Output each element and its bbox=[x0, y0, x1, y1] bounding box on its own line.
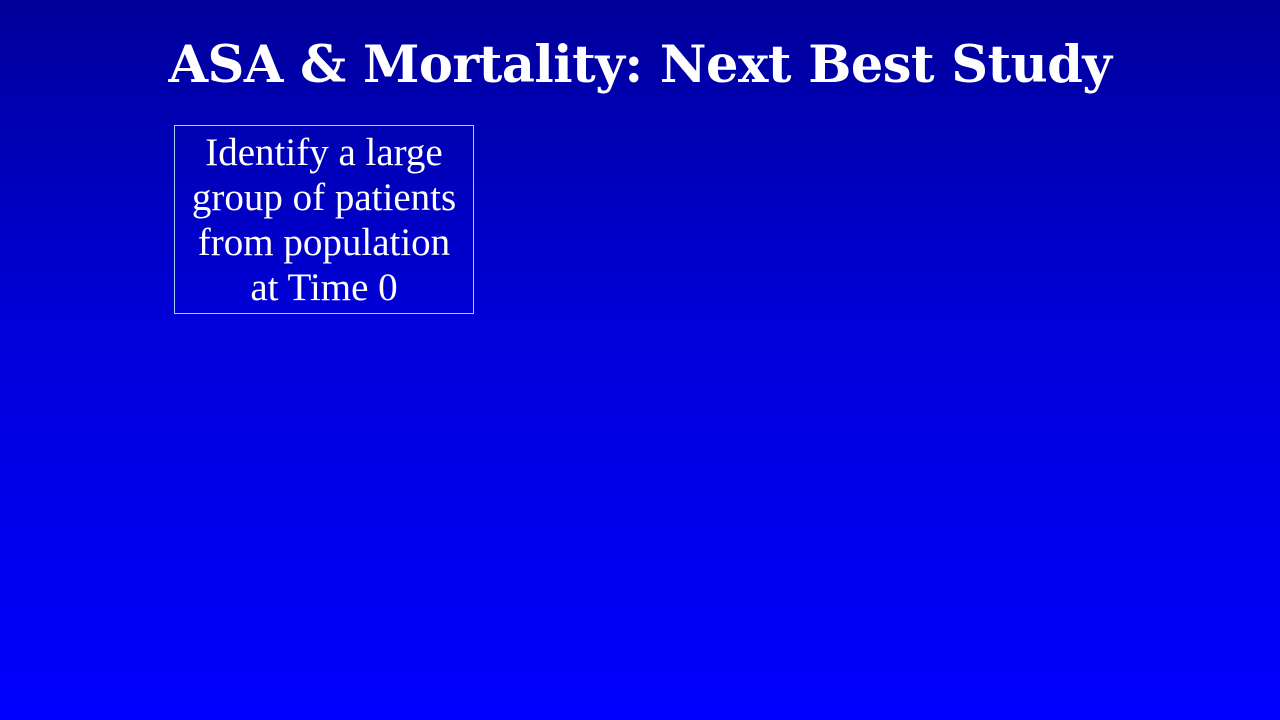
step-box-line: at Time 0 bbox=[250, 265, 398, 309]
slide-title: ASA & Mortality: Next Best Study bbox=[168, 35, 1112, 95]
step-box-line: group of patients bbox=[191, 175, 457, 219]
step-box-line: Identify a large bbox=[205, 130, 443, 174]
step-box-line: from population bbox=[197, 220, 451, 264]
study-step-box: Identify a large group of patients from … bbox=[174, 125, 474, 314]
